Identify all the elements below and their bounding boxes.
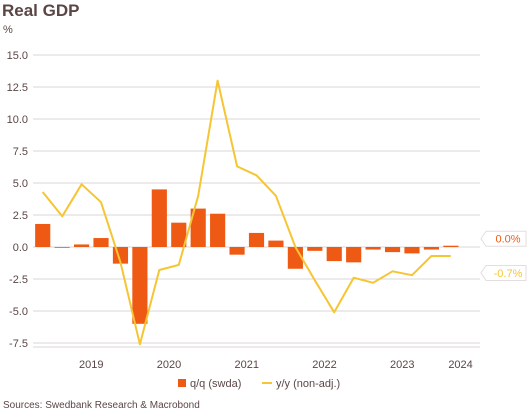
y-tick-labels: 15.0 12.5 10.0 7.5 5.0 2.5 0.0 -2.5 -5.0 -7.5 bbox=[7, 50, 28, 350]
bar bbox=[132, 247, 148, 324]
y-tick-label: 12.5 bbox=[7, 82, 28, 94]
bar bbox=[326, 247, 342, 262]
x-tick-labels: 2019 2020 2021 2022 2023 2024 bbox=[79, 359, 473, 371]
end-labels: 0.0% -0.7% bbox=[480, 230, 527, 281]
bar bbox=[151, 189, 167, 247]
y-axis-unit: % bbox=[3, 24, 13, 36]
x-tick-label: 2020 bbox=[157, 359, 181, 371]
bar bbox=[210, 213, 226, 247]
line-series bbox=[41, 79, 451, 346]
y-tick-label: -7.5 bbox=[9, 338, 28, 350]
legend-bar-swatch bbox=[178, 379, 186, 387]
bar bbox=[346, 247, 362, 263]
chart-title: Real GDP bbox=[2, 1, 80, 20]
y-tick-label: -2.5 bbox=[9, 274, 28, 286]
grid-layer bbox=[33, 54, 480, 348]
bar bbox=[268, 240, 284, 247]
bar bbox=[171, 222, 187, 247]
bar bbox=[404, 247, 420, 254]
x-tick-label: 2023 bbox=[390, 359, 414, 371]
bar bbox=[443, 245, 459, 247]
y-tick-label: 0.0 bbox=[13, 242, 28, 254]
legend-label: y/y (non-adj.) bbox=[276, 378, 340, 390]
bar bbox=[423, 247, 439, 250]
bar-series bbox=[35, 189, 459, 324]
bar bbox=[190, 208, 206, 247]
end-label-box bbox=[480, 264, 527, 281]
x-tick-label: 2022 bbox=[312, 359, 336, 371]
bar bbox=[229, 247, 245, 255]
source-note: Sources: Swedbank Research & Macrobond bbox=[3, 400, 200, 411]
end-label: 0.0% bbox=[495, 234, 520, 246]
bar bbox=[54, 247, 70, 248]
end-label: -0.7% bbox=[494, 268, 523, 280]
bar bbox=[248, 232, 265, 247]
legend: q/q (swda) y/y (non-adj.) bbox=[178, 378, 340, 390]
bar bbox=[93, 238, 109, 247]
bar bbox=[384, 247, 401, 253]
y-tick-label: 2.5 bbox=[13, 210, 28, 222]
bar bbox=[307, 247, 323, 251]
y-tick-label: -5.0 bbox=[9, 306, 28, 318]
bar bbox=[365, 247, 381, 250]
y-tick-label: 7.5 bbox=[13, 146, 28, 158]
bar bbox=[35, 223, 51, 247]
end-label-box bbox=[480, 230, 527, 247]
x-tick-label: 2024 bbox=[448, 359, 472, 371]
x-tick-label: 2021 bbox=[235, 359, 259, 371]
bar bbox=[74, 244, 90, 247]
y-tick-label: 5.0 bbox=[13, 178, 28, 190]
series-line bbox=[41, 79, 451, 346]
y-tick-label: 10.0 bbox=[7, 114, 28, 126]
y-tick-label: 15.0 bbox=[7, 50, 28, 62]
legend-label: q/q (swda) bbox=[190, 378, 241, 390]
x-tick-label: 2019 bbox=[79, 359, 103, 371]
